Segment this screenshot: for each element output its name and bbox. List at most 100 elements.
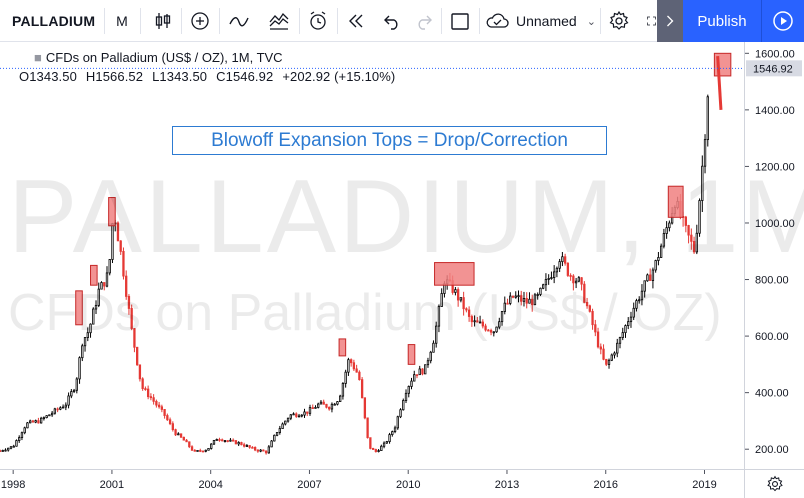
replay-play-button[interactable] xyxy=(761,0,804,42)
candle-body xyxy=(649,274,652,281)
time-scale[interactable]: 1998 2001 2004 2007 2010 2013 2016 2019 xyxy=(0,469,744,498)
candle xyxy=(48,414,51,417)
collapse-toolbar-button[interactable] xyxy=(657,0,683,42)
candle xyxy=(256,449,260,453)
candle xyxy=(426,357,430,368)
price-tick-label: 200.00 xyxy=(755,444,789,456)
candle xyxy=(232,438,235,442)
candle-body xyxy=(273,434,276,442)
candle-body xyxy=(278,428,281,433)
price-tick-label: 600.00 xyxy=(755,331,789,343)
layout-name-button[interactable]: Unnamed ⌄ xyxy=(480,0,600,42)
candle-body xyxy=(26,422,29,429)
candles-style-icon[interactable] xyxy=(145,0,181,42)
redo-icon[interactable] xyxy=(409,0,439,42)
candle-body xyxy=(37,420,40,424)
chart-settings-corner[interactable] xyxy=(744,469,804,498)
candle xyxy=(393,425,397,434)
candle xyxy=(133,328,136,353)
candle-body xyxy=(171,423,174,431)
candle-body xyxy=(561,256,564,263)
replay-icon[interactable] xyxy=(337,0,375,42)
candle-body xyxy=(646,274,649,282)
interval-button[interactable]: M xyxy=(116,13,128,29)
candle xyxy=(212,439,216,445)
candle xyxy=(0,449,2,453)
settings-gear-icon[interactable] xyxy=(600,0,638,42)
candle xyxy=(182,436,185,441)
add-indicator-icon[interactable] xyxy=(181,0,219,42)
price-scale[interactable]: 1600.00 1400.00 1200.00 1000.00 800.00 600.00… xyxy=(744,42,804,469)
indicators-icon[interactable] xyxy=(219,0,259,42)
candle-body xyxy=(125,275,128,297)
toolbar-divider xyxy=(441,8,442,34)
time-tick-label: 2010 xyxy=(396,479,420,491)
candle xyxy=(596,327,600,349)
candle xyxy=(119,240,122,255)
candle-body xyxy=(635,300,638,309)
legend-collapse-icon[interactable]: ■ xyxy=(34,50,42,65)
candle xyxy=(413,370,416,382)
candle-body xyxy=(188,441,191,448)
candle xyxy=(4,448,7,452)
blowoff-top-highlight xyxy=(667,185,684,218)
candle xyxy=(533,292,537,306)
candle-body xyxy=(319,401,323,405)
candle-body xyxy=(23,427,26,434)
candle-body xyxy=(20,432,24,438)
candle-body xyxy=(583,283,586,303)
candle-body xyxy=(300,414,303,417)
candle-body xyxy=(470,316,474,323)
alert-clock-icon[interactable] xyxy=(299,0,337,42)
candle xyxy=(657,251,660,266)
candle xyxy=(355,364,358,373)
time-tick-label: 2004 xyxy=(198,479,222,491)
candle-body xyxy=(248,445,251,448)
candle-body xyxy=(418,368,421,376)
candle-body xyxy=(333,403,336,406)
candle-body xyxy=(396,416,399,429)
annotation-text-box[interactable]: Blowoff Expansion Tops = Drop/Correction xyxy=(172,126,607,155)
candle-body xyxy=(435,325,438,344)
candle xyxy=(574,277,578,289)
candle-body xyxy=(160,406,164,410)
candle xyxy=(624,324,627,338)
blowoff-top-highlight xyxy=(75,290,83,326)
compare-icon[interactable] xyxy=(259,0,299,42)
series-legend-title[interactable]: ■ CFDs on Palladium (US$ / OZ), 1M, TVC xyxy=(34,50,283,65)
candle-body xyxy=(322,401,325,405)
candle-body xyxy=(349,359,353,364)
undo-icon[interactable] xyxy=(375,0,409,42)
candle-body xyxy=(404,392,408,401)
candle-body xyxy=(706,96,709,141)
candle-body xyxy=(588,305,591,312)
chart-pane[interactable] xyxy=(0,42,744,469)
candle xyxy=(122,247,125,280)
price-chart[interactable] xyxy=(0,42,744,469)
candle xyxy=(462,291,465,316)
candle-body xyxy=(701,165,704,201)
chevron-right-icon xyxy=(667,15,674,27)
candle-body xyxy=(640,290,644,301)
candle-body xyxy=(64,404,67,408)
candle-body xyxy=(314,406,317,409)
candle xyxy=(125,270,128,300)
candle xyxy=(297,413,301,418)
candle xyxy=(580,277,583,291)
candle xyxy=(616,338,619,358)
candle-body xyxy=(385,441,388,444)
candle-body xyxy=(437,306,441,327)
candle-body xyxy=(339,395,342,403)
candle-body xyxy=(643,280,646,292)
candle xyxy=(264,450,268,455)
candle xyxy=(706,94,709,147)
time-tick-label: 2013 xyxy=(495,479,519,491)
symbol-search[interactable]: PALLADIUM xyxy=(12,13,96,29)
candle xyxy=(166,413,169,421)
publish-button[interactable]: Publish xyxy=(683,0,761,42)
candle xyxy=(56,407,59,413)
candle-body xyxy=(465,308,468,311)
candle xyxy=(536,292,539,300)
fullscreen-frame-icon[interactable] xyxy=(441,0,479,42)
fullscreen-icon[interactable] xyxy=(638,0,657,42)
